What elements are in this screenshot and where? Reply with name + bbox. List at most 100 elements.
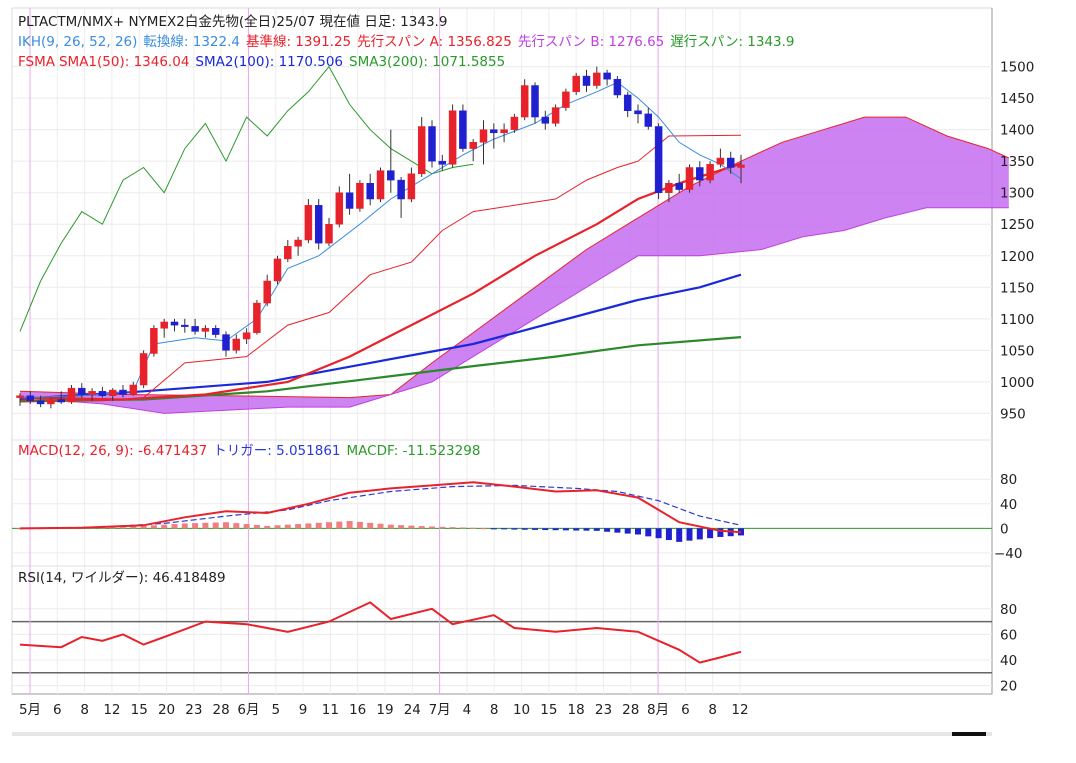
- price-tick-label: 1400: [1000, 123, 1034, 139]
- candle-body: [510, 116, 519, 130]
- date-tick-label: 8: [80, 702, 89, 718]
- rsi-line: [19, 601, 742, 664]
- candle-body: [211, 328, 220, 335]
- date-tick-label: 16: [349, 702, 366, 718]
- candle-body: [500, 129, 508, 134]
- chart-scrollbar[interactable]: [12, 732, 992, 736]
- sma3-line: [19, 336, 742, 402]
- macdf-bar: [542, 528, 549, 531]
- ikh-label: IKH(9, 26, 52, 26): [18, 34, 138, 50]
- candle-body: [665, 183, 673, 193]
- date-tick-label: 6: [681, 702, 690, 718]
- macdf-bar: [264, 525, 271, 529]
- rsi-tick-label: 60: [1000, 627, 1017, 643]
- macdf-bar: [604, 528, 611, 532]
- macdf-bar: [429, 526, 435, 529]
- price-tick-label: 1300: [1000, 186, 1034, 202]
- macdf-bar: [315, 522, 322, 529]
- macdf-bar: [17, 528, 23, 530]
- candle-body: [531, 85, 539, 118]
- candle-body: [490, 129, 498, 134]
- macdf-bar: [552, 528, 559, 531]
- candle-body: [562, 91, 570, 108]
- macd-tick-label: 0: [1000, 521, 1009, 537]
- macdf-bar: [676, 528, 683, 542]
- price-tick-label: 1200: [1000, 249, 1034, 265]
- macdf-bar: [614, 528, 621, 533]
- fsma-label: FSMA: [18, 54, 55, 70]
- candle-body: [593, 72, 601, 86]
- candle-body: [47, 399, 55, 405]
- date-tick-label: 28: [213, 702, 230, 718]
- macdf-bar: [326, 522, 332, 529]
- macdf-bar: [295, 524, 302, 529]
- date-tick-label: 18: [568, 702, 585, 718]
- month-label: 5月: [19, 702, 41, 718]
- macdf-bar: [346, 520, 353, 529]
- macd-panel: [17, 481, 744, 542]
- price-tick-label: 1250: [1000, 217, 1034, 233]
- candle-body: [623, 94, 632, 111]
- candle-body: [335, 192, 344, 225]
- scrollbar-thumb[interactable]: [952, 732, 986, 736]
- macdf-bar: [367, 522, 374, 529]
- macdf-bar: [109, 527, 116, 529]
- rsi-legend: RSI(14, ワイルダー): 46.418489: [18, 570, 226, 586]
- macdf-bar: [140, 525, 147, 529]
- macdf-bar: [284, 524, 291, 529]
- candle-body: [294, 239, 302, 247]
- candle-body: [325, 223, 333, 244]
- macdf-bar: [501, 528, 508, 530]
- span-a-value: 先行スパン A: 1356.825: [357, 34, 512, 50]
- chart-frame: [11, 7, 993, 695]
- kijun-line: [19, 134, 742, 403]
- indicator-lines: [19, 65, 742, 403]
- rsi-tick-label: 80: [1000, 602, 1017, 618]
- macd-line: [19, 481, 742, 534]
- chikou-line: [19, 65, 474, 332]
- macdf-bar: [655, 528, 662, 539]
- candle-body: [603, 72, 611, 80]
- candle-body: [448, 110, 457, 165]
- macdf-bar: [635, 528, 641, 535]
- macdf-bar: [418, 526, 425, 529]
- candle-body: [253, 302, 261, 333]
- candle-body: [459, 110, 467, 149]
- candle-body: [356, 183, 364, 209]
- ikh-legend: IKH(9, 26, 52, 26) 転換線: 1322.4 基準線: 1391.2…: [18, 34, 801, 51]
- macdf-bar: [171, 524, 178, 529]
- sma2-line: [19, 273, 742, 400]
- candle-body: [696, 167, 704, 181]
- macdf-bar: [387, 524, 394, 529]
- price-tick-label: 1350: [1000, 154, 1034, 170]
- candlesticks: [16, 66, 745, 409]
- date-tick-label: 15: [131, 702, 148, 718]
- macdf-bar: [181, 523, 188, 529]
- candle-body: [428, 126, 436, 162]
- macdf-bar: [449, 527, 456, 529]
- candle-body: [716, 157, 725, 165]
- date-tick-label: 9: [299, 702, 308, 718]
- macdf-bar: [253, 524, 260, 529]
- macdf-bar: [120, 527, 126, 529]
- grid: [11, 7, 993, 695]
- date-tick-label: 4: [463, 702, 472, 718]
- macd-tick-label: −40: [994, 546, 1023, 562]
- candle-body: [67, 387, 76, 403]
- candle-body: [675, 183, 683, 190]
- candle-body: [572, 75, 580, 93]
- date-tick-label: 8: [490, 702, 499, 718]
- candle-body: [407, 173, 416, 200]
- price-tick-label: 950: [1000, 406, 1026, 422]
- macdf-bar: [377, 523, 384, 529]
- candle-body: [685, 167, 694, 190]
- date-tick-label: 20: [158, 702, 175, 718]
- candle-body: [191, 326, 199, 332]
- candle-body: [417, 126, 426, 175]
- candle-body: [706, 164, 714, 181]
- candle-body: [397, 179, 405, 200]
- macdf-bar: [202, 522, 209, 529]
- sma1-value: SMA1(50): 1346.04: [58, 54, 190, 70]
- tenkan-line: [19, 81, 742, 399]
- macdf-bar: [573, 528, 580, 531]
